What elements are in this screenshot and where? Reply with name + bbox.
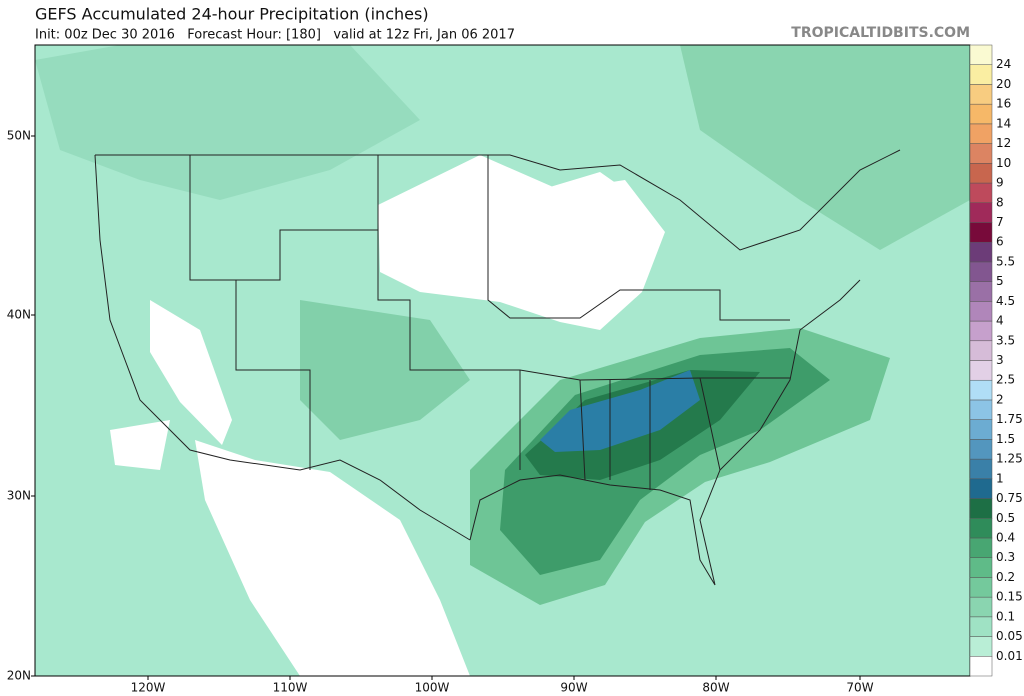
- colorbar-label: 0.3: [996, 550, 1015, 564]
- colorbar-label: 20: [996, 77, 1011, 91]
- colorbar-box: [969, 478, 993, 499]
- colorbar-label: 10: [996, 156, 1011, 170]
- colorbar-label: 4.5: [996, 294, 1015, 308]
- colorbar-box: [969, 419, 993, 440]
- colorbar-box: [969, 537, 993, 558]
- colorbar-box: [969, 360, 993, 381]
- colorbar-box: [969, 44, 993, 65]
- lon-label: 100W: [415, 681, 450, 695]
- colorbar-label: 0.15: [996, 590, 1023, 604]
- colorbar-box: [969, 261, 993, 282]
- colorbar-label: 3.5: [996, 333, 1015, 347]
- colorbar-box: [969, 656, 993, 677]
- colorbar-label: 12: [996, 136, 1011, 150]
- lon-label: 110W: [273, 681, 308, 695]
- colorbar-box: [969, 84, 993, 105]
- subtitle: Init: 00z Dec 30 2016 Forecast Hour: [18…: [35, 28, 515, 43]
- colorbar: 0.01 0.05 0.1 0.15 0.2 0.3 0.4 0.5 0.75 1 1.25 1.5 1…: [969, 44, 1023, 677]
- colorbar-label: 0.75: [996, 491, 1023, 505]
- colorbar-box: [969, 399, 993, 420]
- colorbar-box: [969, 301, 993, 322]
- lat-label: 30N: [7, 489, 31, 503]
- title: GEFS Accumulated 24-hour Precipitation (…: [35, 5, 429, 24]
- colorbar-label: 14: [996, 116, 1011, 130]
- colorbar-box: [969, 379, 993, 401]
- colorbar-box: [969, 340, 993, 361]
- colorbar-label: 4: [996, 314, 1004, 328]
- colorbar-box: [969, 596, 993, 618]
- lon-label: 120W: [131, 681, 166, 695]
- colorbar-label: 0.01: [996, 649, 1023, 663]
- colorbar-label: 1.75: [996, 412, 1023, 426]
- colorbar-label: 8: [996, 195, 1004, 209]
- colorbar-label: 3: [996, 353, 1004, 367]
- lat-label: 50N: [7, 129, 31, 143]
- colorbar-label: 1.25: [996, 452, 1023, 466]
- map-axes: 50N 40N 30N 20N 120W 110W 100W 90W 80W 70W: [7, 129, 874, 695]
- colorbar-label: 5: [996, 274, 1004, 288]
- lon-label: 70W: [846, 681, 873, 695]
- lon-label: 80W: [702, 681, 729, 695]
- colorbar-label: 7: [996, 215, 1004, 229]
- colorbar-label: 6: [996, 235, 1004, 249]
- colorbar-label: 24: [996, 57, 1011, 71]
- colorbar-label: 0.5: [996, 511, 1015, 525]
- map: [35, 45, 970, 676]
- colorbar-box: [969, 439, 993, 460]
- colorbar-label: 0.05: [996, 629, 1023, 643]
- colorbar-box: [969, 636, 993, 657]
- colorbar-box: [969, 202, 993, 223]
- colorbar-label: 16: [996, 97, 1011, 111]
- colorbar-box: [969, 320, 993, 342]
- colorbar-box: [969, 222, 993, 243]
- colorbar-box: [969, 616, 993, 637]
- colorbar-box: [969, 281, 993, 302]
- colorbar-label: 0.2: [996, 570, 1015, 584]
- lon-label: 90W: [560, 681, 587, 695]
- colorbar-label: 5.5: [996, 254, 1015, 268]
- colorbar-box: [969, 103, 993, 125]
- colorbar-label: 1.5: [996, 432, 1015, 446]
- colorbar-label: 1: [996, 471, 1004, 485]
- colorbar-label: 2: [996, 392, 1004, 406]
- colorbar-label: 2.5: [996, 373, 1015, 387]
- colorbar-label: 0.1: [996, 609, 1015, 623]
- colorbar-box: [969, 557, 993, 578]
- lat-label: 40N: [7, 308, 31, 322]
- site-name: TROPICALTIDBITS.COM: [791, 25, 970, 41]
- colorbar-label: 9: [996, 176, 1004, 190]
- colorbar-box: [969, 577, 993, 598]
- colorbar-box: [969, 64, 993, 85]
- colorbar-label: 0.4: [996, 530, 1015, 544]
- colorbar-box: [969, 518, 993, 539]
- colorbar-box: [969, 182, 993, 203]
- colorbar-box: [969, 123, 993, 144]
- colorbar-box: [969, 163, 993, 184]
- colorbar-box: [969, 498, 993, 519]
- lat-label: 20N: [7, 669, 31, 683]
- colorbar-box: [969, 241, 993, 263]
- colorbar-box: [969, 143, 993, 164]
- colorbar-box: [969, 458, 993, 480]
